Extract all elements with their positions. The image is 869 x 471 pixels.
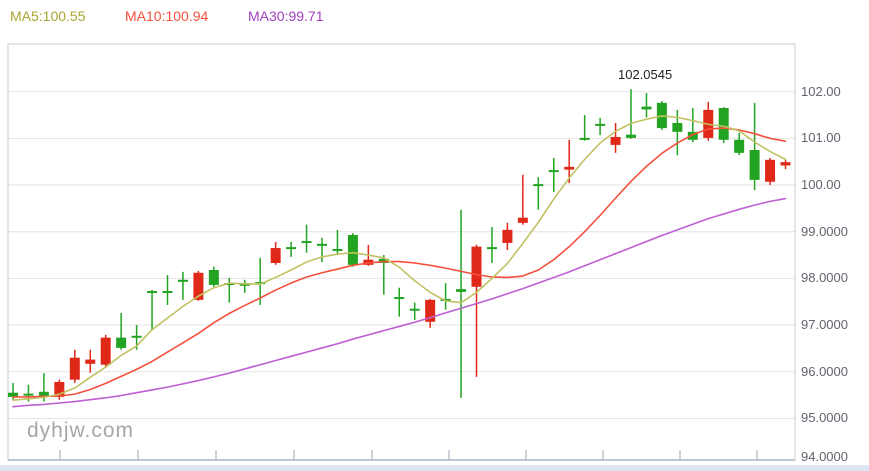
- y-axis-label: 94.0000: [801, 449, 848, 464]
- watermark: dyhjw.com: [27, 419, 135, 442]
- high-price-annotation: 102.0545: [618, 67, 673, 83]
- y-axis-label: 101.00: [801, 130, 841, 146]
- y-axis-label: 95.0000: [801, 410, 848, 426]
- bottom-edge-strip: [0, 465, 869, 471]
- legend-item-ma10: MA10:100.94: [125, 8, 209, 24]
- y-axis-label: 96.0000: [801, 363, 848, 379]
- y-axis-label: 98.0000: [801, 270, 848, 286]
- y-axis-label: 99.0000: [801, 223, 848, 239]
- legend-item-ma5: MA5:100.55: [10, 8, 86, 24]
- y-axis-label: 97.0000: [801, 317, 848, 333]
- y-axis-label: 100.00: [801, 177, 841, 193]
- legend-item-ma30: MA30:99.71: [248, 8, 324, 24]
- y-axis-label: 102.00: [801, 83, 841, 99]
